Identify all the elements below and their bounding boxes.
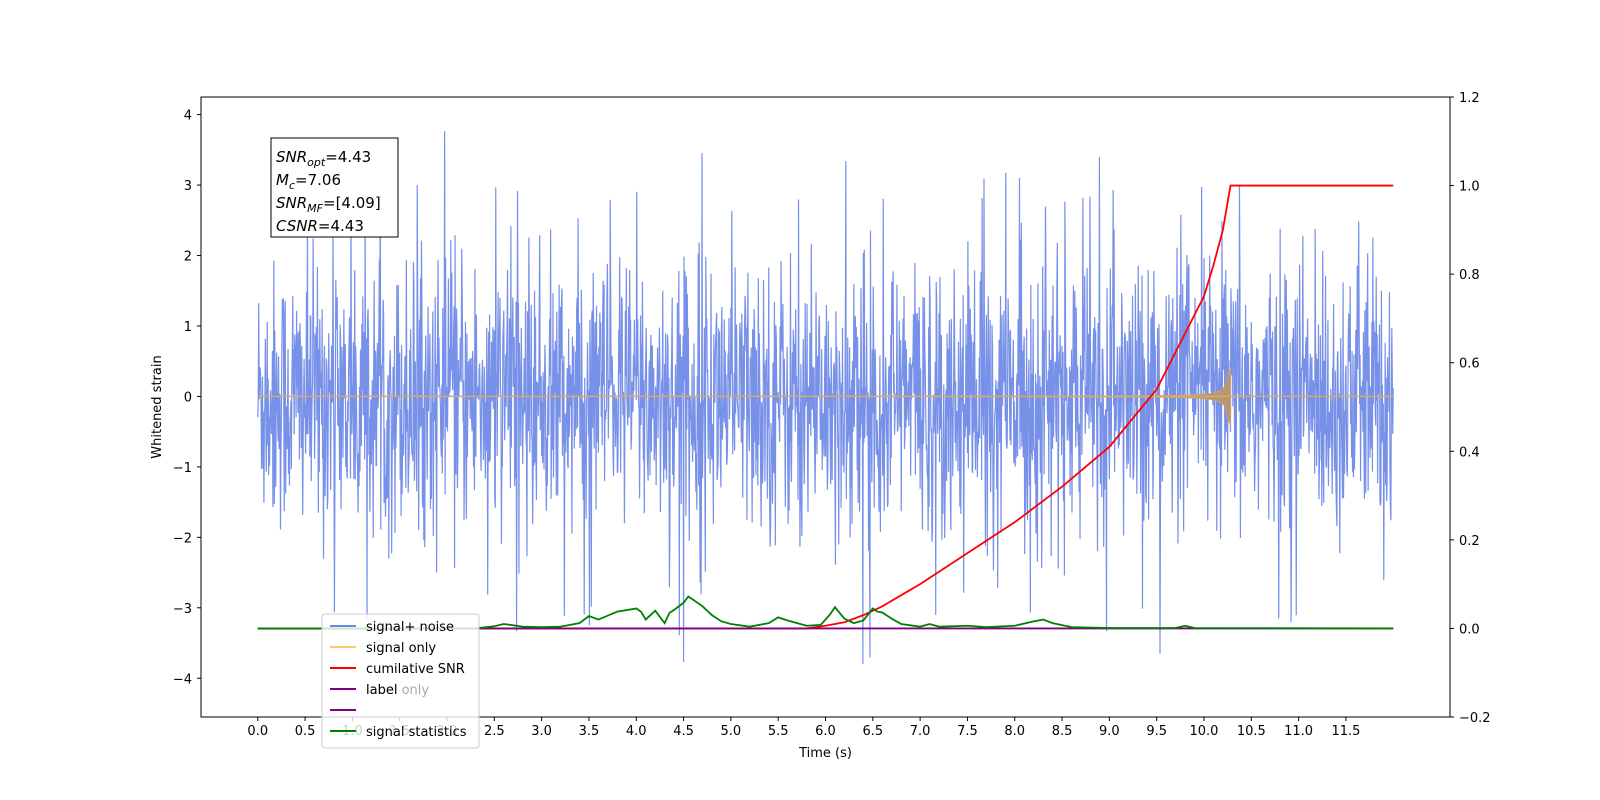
- series-signal-plus-noise: [257, 131, 1394, 664]
- x-tick-label: 11.0: [1284, 724, 1313, 739]
- y2-tick-label: −0.2: [1459, 711, 1491, 726]
- legend-label: label: [366, 683, 397, 698]
- x-tick-label: 8.5: [1052, 724, 1073, 739]
- y-tick-label: −4: [173, 672, 192, 687]
- y2-tick-label: 0.0: [1459, 622, 1480, 637]
- x-tick-label: 11.5: [1331, 724, 1360, 739]
- x-tick-label: 8.0: [1004, 724, 1025, 739]
- legend-label: signal+ noise: [366, 620, 454, 635]
- info-line: CSNR=4.43: [276, 217, 364, 235]
- info-box-frame: [270, 137, 399, 238]
- x-tick-label: 9.0: [1099, 724, 1120, 739]
- x-tick-label: 2.5: [484, 724, 505, 739]
- legend: signal+ noise signal only cumilative SNR la…: [321, 613, 480, 749]
- y-axis-left: 4 3 2 1 0 −1 −2 −3 −4: [173, 109, 201, 687]
- y-tick-label: 1: [184, 320, 192, 335]
- y-tick-label: 3: [184, 179, 192, 194]
- info-line: SNRMF=[4.09]: [276, 194, 381, 215]
- y-axis-right: 1.2 1.0 0.8 0.6 0.4 0.2 0.0 −0.2: [1450, 91, 1491, 726]
- series-signal-only: [257, 367, 1394, 426]
- x-tick-label: 3.5: [579, 724, 600, 739]
- x-tick-label: 10.0: [1190, 724, 1219, 739]
- legend-label: cumilative SNR: [366, 662, 465, 677]
- legend-label: label only: [366, 683, 429, 698]
- y-tick-label: 0: [184, 390, 192, 405]
- y2-tick-label: 0.2: [1459, 534, 1480, 549]
- x-tick-label: 0.5: [295, 724, 316, 739]
- legend-label: signal statistics: [366, 725, 467, 740]
- y-tick-label: −2: [173, 531, 192, 546]
- x-tick-label: 7.0: [910, 724, 931, 739]
- x-tick-label: 3.0: [531, 724, 552, 739]
- x-tick-label: 6.5: [862, 724, 883, 739]
- legend-label: signal only: [366, 641, 436, 656]
- series-line-signal-statistics: [257, 595, 1394, 630]
- x-tick-label: 10.5: [1237, 724, 1266, 739]
- y-tick-label: 4: [184, 109, 192, 124]
- x-tick-label: 9.5: [1146, 724, 1167, 739]
- y-tick-label: 2: [184, 250, 192, 265]
- x-tick-label: 5.5: [768, 724, 789, 739]
- info-line: SNRopt=4.43: [276, 148, 371, 169]
- series-line-signal-plus-noise: [257, 131, 1394, 664]
- x-tick-label: 4.5: [673, 724, 694, 739]
- y2-tick-label: 0.6: [1459, 357, 1480, 372]
- y-tick-label: −3: [173, 602, 192, 617]
- y-tick-label: −1: [173, 461, 192, 476]
- info-line: Mc=7.06: [276, 171, 341, 192]
- x-axis-label: Time (s): [798, 746, 852, 761]
- y2-tick-label: 0.8: [1459, 268, 1480, 283]
- legend-frame: [321, 613, 480, 749]
- y2-tick-label: 1.0: [1459, 180, 1480, 195]
- y-axis-label: Whitened strain: [150, 355, 165, 458]
- x-tick-label: 0.0: [247, 724, 268, 739]
- x-tick-label: 5.0: [721, 724, 742, 739]
- x-tick-label: 6.0: [815, 724, 836, 739]
- y2-tick-label: 0.4: [1459, 445, 1480, 460]
- y2-tick-label: 1.2: [1459, 91, 1480, 106]
- x-tick-label: 4.0: [626, 724, 647, 739]
- series-line-cumilative-snr: [257, 184, 1394, 630]
- x-tick-label: 7.5: [957, 724, 978, 739]
